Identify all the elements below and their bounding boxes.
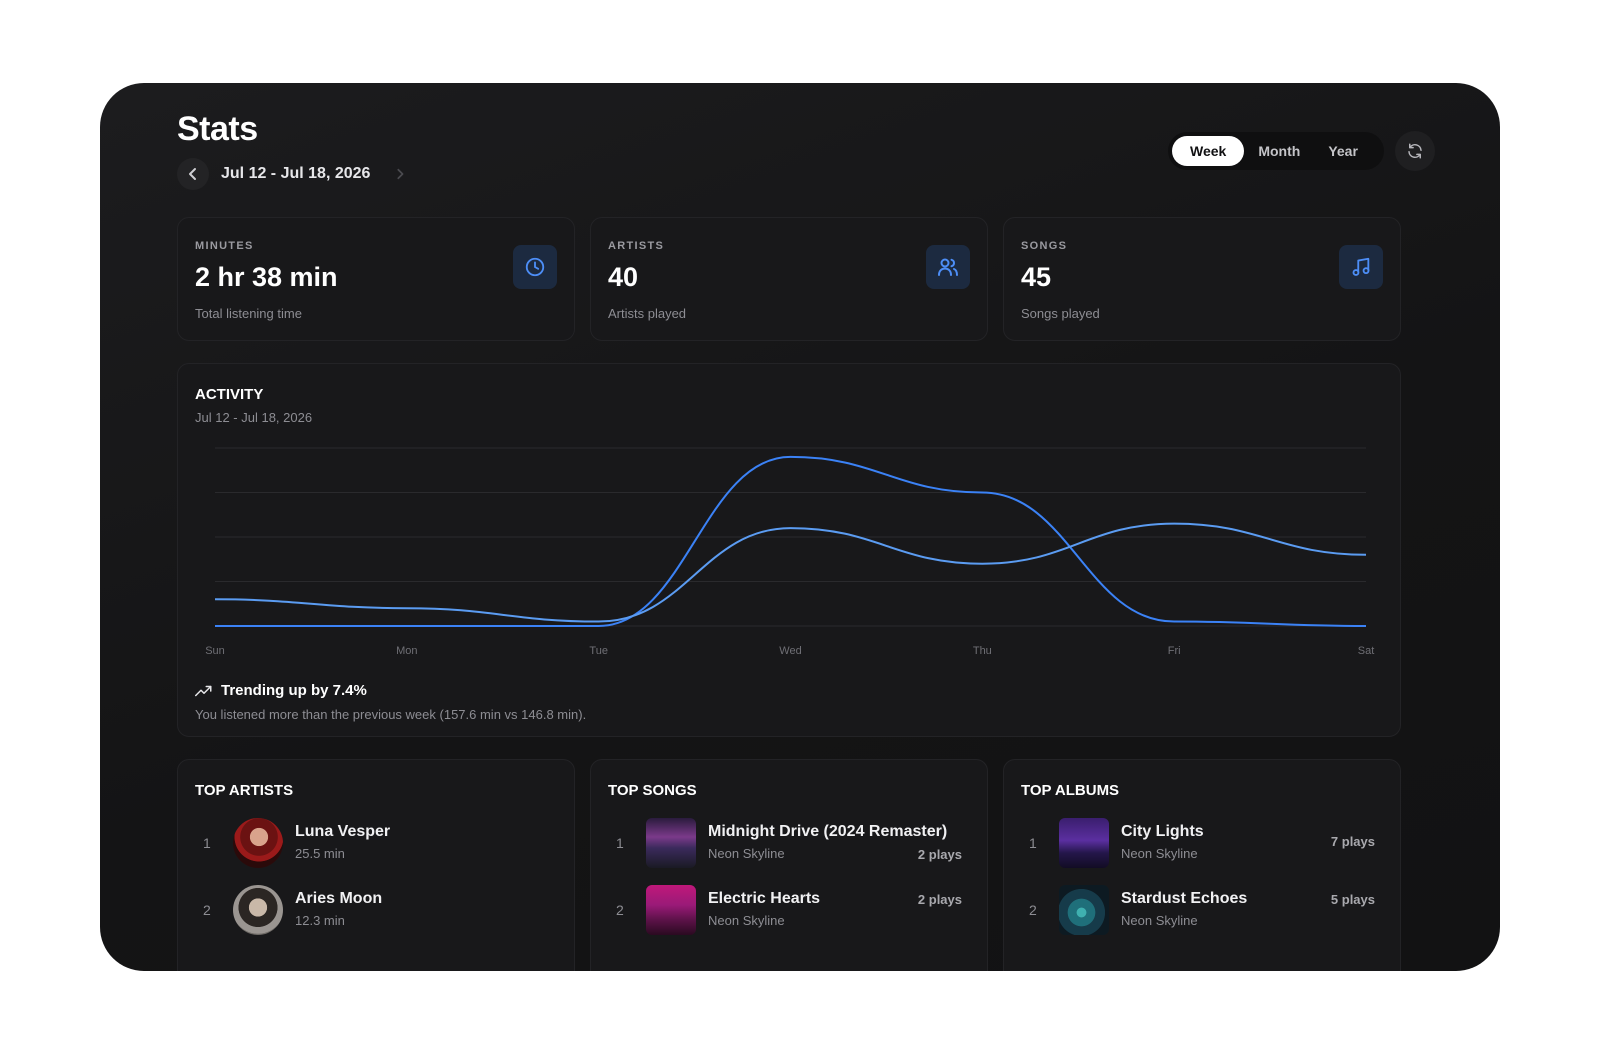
refresh-button[interactable] <box>1395 131 1435 171</box>
date-navigator: Jul 12 - Jul 18, 2026 <box>177 158 416 190</box>
rank-number: 1 <box>1029 835 1037 851</box>
top-songs-card: TOP SONGS 1 Midnight Drive (2024 Remaste… <box>590 759 988 971</box>
users-icon <box>926 245 970 289</box>
activity-line-chart: Sun Mon Tue Wed Thu Fri Sat <box>205 447 1375 657</box>
top-albums-card: TOP ALBUMS 1 City Lights Neon Skyline 7 … <box>1003 759 1401 971</box>
album-cover <box>1059 818 1109 868</box>
artists-card: ARTISTS 40 Artists played <box>590 217 988 341</box>
stat-value: 40 <box>608 262 639 292</box>
stat-value: 45 <box>1021 262 1052 292</box>
tab-week[interactable]: Week <box>1172 136 1245 166</box>
play-count: 2 plays <box>917 847 962 862</box>
date-range-label: Jul 12 - Jul 18, 2026 <box>221 165 371 182</box>
rank-number: 2 <box>203 902 211 918</box>
play-count: 2 plays <box>917 892 962 907</box>
song-artist: Neon Skyline <box>708 913 785 928</box>
rank-number: 2 <box>616 902 624 918</box>
chevron-left-icon <box>189 168 196 180</box>
rank-number: 1 <box>203 835 211 851</box>
song-cover <box>646 818 696 868</box>
songs-card: SONGS 45 Songs played <box>1003 217 1401 341</box>
x-tick-label: Sun <box>205 645 225 657</box>
song-title: Midnight Drive (2024 Remaster) <box>708 823 948 840</box>
top-artists-card: TOP ARTISTS 1 Luna Vesper 25.5 min 2 Ari… <box>177 759 575 971</box>
x-tick-label: Mon <box>396 645 417 657</box>
album-cover <box>1059 885 1109 935</box>
rank-number: 2 <box>1029 902 1037 918</box>
top-artists-title: TOP ARTISTS <box>195 782 294 799</box>
album-artist: Neon Skyline <box>1121 846 1198 861</box>
stat-caption: Songs played <box>1021 306 1100 321</box>
activity-title: ACTIVITY <box>195 386 264 403</box>
trending-up-icon <box>195 685 212 696</box>
tab-year[interactable]: Year <box>1328 143 1358 159</box>
chart-series-line-1 <box>215 455 1367 627</box>
trend-description: You listened more than the previous week… <box>195 707 587 722</box>
period-selector: Week Month Year <box>1168 132 1384 170</box>
artist-row[interactable]: 2 Aries Moon 12.3 min <box>195 883 557 937</box>
x-tick-label: Sat <box>1358 645 1375 657</box>
top-albums-title: TOP ALBUMS <box>1021 782 1120 799</box>
activity-card: ACTIVITY Jul 12 - Jul 18, 2026 Sun Mon Tue… <box>177 363 1401 737</box>
previous-week-button[interactable] <box>177 158 209 190</box>
song-title: Electric Hearts <box>708 890 821 907</box>
song-artist: Neon Skyline <box>708 846 785 861</box>
x-tick-label: Fri <box>1168 645 1181 657</box>
chart-series-line-2 <box>214 522 1367 623</box>
stat-label: ARTISTS <box>608 240 665 252</box>
artist-name: Aries Moon <box>295 890 383 907</box>
artist-row[interactable]: 1 Luna Vesper 25.5 min <box>195 816 557 870</box>
artist-avatar <box>233 885 283 935</box>
song-row[interactable]: 1 Midnight Drive (2024 Remaster) Neon Sk… <box>608 816 970 870</box>
stat-caption: Total listening time <box>195 306 302 321</box>
x-tick-label: Thu <box>973 645 992 657</box>
song-row[interactable]: 2 Electric Hearts Neon Skyline 2 plays <box>608 883 970 937</box>
album-title: Stardust Echoes <box>1121 890 1248 907</box>
x-tick-label: Wed <box>779 645 801 657</box>
stats-screen: Stats Jul 12 - Jul 18, 2026 Week Month Y… <box>100 83 1500 971</box>
stat-label: MINUTES <box>195 240 254 252</box>
album-row[interactable]: 2 Stardust Echoes Neon Skyline 5 plays <box>1021 883 1383 937</box>
album-artist: Neon Skyline <box>1121 913 1198 928</box>
trend-label: Trending up by 7.4% <box>221 682 367 699</box>
album-title: City Lights <box>1121 823 1204 840</box>
clock-icon <box>513 245 557 289</box>
artist-minutes: 25.5 min <box>295 846 345 861</box>
tab-month[interactable]: Month <box>1258 143 1301 159</box>
top-songs-title: TOP SONGS <box>608 782 697 799</box>
rank-number: 1 <box>616 835 624 851</box>
trend-indicator: Trending up by 7.4% <box>195 682 367 699</box>
artist-minutes: 12.3 min <box>295 913 345 928</box>
next-week-button[interactable] <box>384 158 416 190</box>
refresh-icon <box>1408 143 1422 159</box>
play-count: 5 plays <box>1330 892 1375 907</box>
stat-value: 2 hr 38 min <box>195 262 338 292</box>
play-count: 7 plays <box>1330 834 1375 849</box>
activity-date-range: Jul 12 - Jul 18, 2026 <box>195 410 313 425</box>
stat-label: SONGS <box>1021 240 1068 252</box>
stat-caption: Artists played <box>608 306 687 321</box>
artist-name: Luna Vesper <box>295 823 391 840</box>
page-title: Stats <box>177 110 258 148</box>
album-row[interactable]: 1 City Lights Neon Skyline 7 plays <box>1021 816 1383 870</box>
music-note-icon <box>1339 245 1383 289</box>
minutes-card: MINUTES 2 hr 38 min Total listening time <box>177 217 575 341</box>
artist-avatar <box>233 818 283 868</box>
chevron-right-icon <box>397 168 404 180</box>
song-cover <box>646 885 696 935</box>
x-tick-label: Tue <box>589 645 608 657</box>
